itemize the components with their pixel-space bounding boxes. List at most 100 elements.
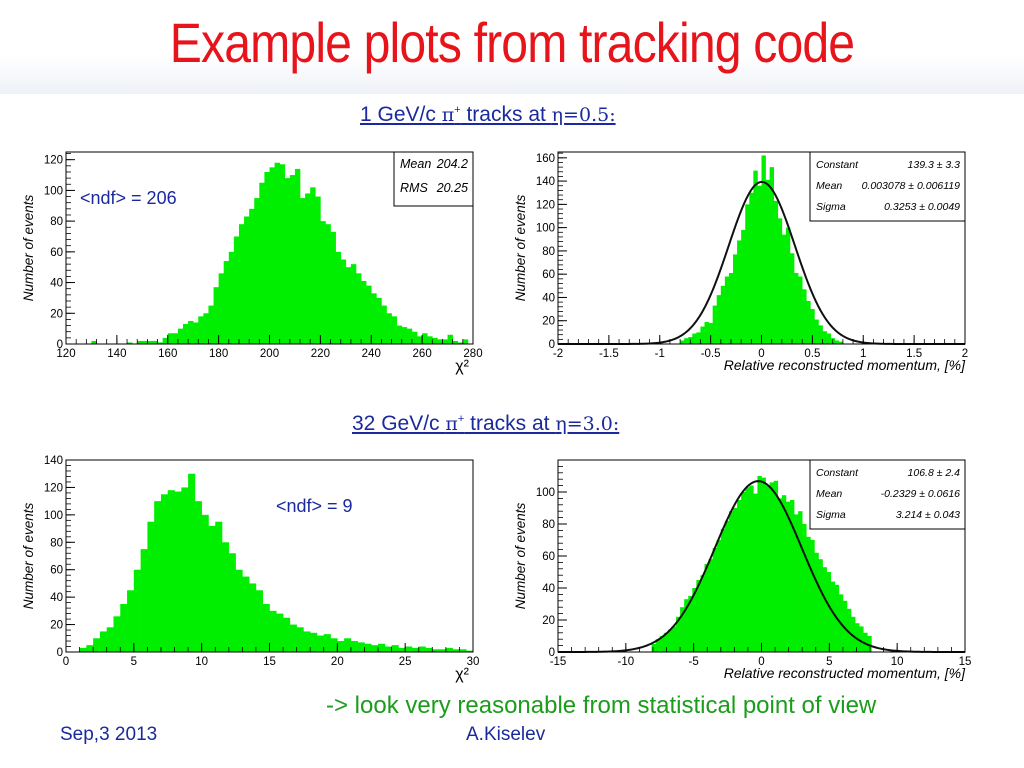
x-axis-label: Relative reconstructed momentum, [%]	[724, 665, 966, 681]
y-tick-label: 0	[549, 647, 555, 659]
histogram-bar	[188, 320, 194, 344]
y-tick-label: 60	[542, 269, 555, 281]
histogram-bar	[228, 251, 235, 344]
histogram-bar	[218, 273, 225, 344]
histogram-bar	[810, 309, 815, 344]
caption-top-eta: η=0.5:	[551, 104, 616, 126]
histogram-bar	[167, 333, 174, 344]
caption-top-mid: tracks at	[460, 103, 552, 126]
caption-bottom-eta: η=3.0:	[555, 413, 620, 435]
histogram-bar	[826, 572, 831, 652]
histogram-bar	[667, 629, 673, 652]
conclusion-text: -> look very reasonable from statistical…	[326, 692, 877, 719]
histogram-bar	[337, 641, 345, 652]
histogram-bar	[753, 170, 758, 344]
x-tick-label: 15	[263, 656, 276, 668]
histogram-bar	[181, 487, 189, 652]
histogram-bar	[244, 216, 250, 344]
y-tick-label: 40	[50, 592, 63, 604]
histogram-bar	[814, 319, 819, 344]
histogram-bar	[133, 569, 141, 652]
histogram-bar	[147, 521, 155, 652]
histogram-bar	[789, 253, 795, 344]
histogram-bar	[781, 495, 787, 652]
histogram-bar	[452, 340, 459, 344]
histogram-bar	[193, 322, 199, 344]
histogram-bar	[376, 297, 382, 344]
histogram-bar	[371, 645, 379, 652]
x-tick-label: -5	[689, 656, 699, 668]
x-axis-label: χ²	[455, 358, 469, 375]
histogram-bar	[249, 583, 257, 652]
caption-top-momentum: 1 GeV/c	[360, 103, 442, 126]
histogram-bar	[696, 332, 701, 344]
momentum-histogram-bottom: 0 20 40 60 80 100 -15 -10 -5 0 5 10 15 Number of even…	[513, 459, 971, 681]
y-tick-label: 60	[50, 565, 63, 577]
x-tick-label: -15	[550, 656, 567, 668]
histogram-bar	[855, 623, 860, 652]
stats-box	[393, 151, 474, 207]
histogram-bar	[406, 328, 413, 344]
y-tick-label: 120	[44, 155, 63, 167]
histogram-bar	[737, 500, 742, 652]
histogram-bar	[127, 342, 133, 344]
histogram-bar	[684, 338, 689, 344]
histogram-bar	[737, 240, 742, 344]
caption-top-charge: +	[454, 104, 461, 116]
histogram-bar	[223, 261, 230, 344]
histogram-bar	[323, 634, 331, 652]
histogram-bar	[262, 604, 270, 652]
histogram-bar	[696, 580, 701, 652]
histogram-bar	[201, 514, 209, 652]
x-tick-label: 30	[467, 656, 480, 668]
y-tick-label: 80	[542, 246, 555, 258]
histogram-bar	[863, 632, 868, 652]
y-tick-label: 100	[536, 223, 555, 235]
y-tick-label: 20	[50, 308, 63, 320]
x-tick-label: 5	[131, 656, 137, 668]
histogram-bar	[213, 287, 219, 344]
y-tick-label: 40	[542, 292, 555, 304]
histogram-bar	[386, 313, 392, 344]
histogram-bar	[773, 200, 779, 344]
x-tick-label: 0.5	[804, 348, 820, 360]
x-axis-label: χ²	[455, 666, 469, 683]
y-tick-label: 20	[50, 620, 63, 632]
histogram-bar	[822, 567, 827, 652]
histogram-bar	[99, 631, 107, 652]
histogram-bar	[425, 647, 433, 652]
histogram-bar	[757, 476, 762, 652]
histogram-bar	[289, 624, 297, 652]
y-tick-label: 100	[536, 487, 555, 499]
histogram-bar	[728, 511, 734, 652]
histogram-bar	[315, 196, 321, 344]
y-tick-label: 40	[542, 583, 555, 595]
histogram-bar	[183, 324, 189, 344]
histogram-bar	[305, 193, 311, 344]
histogram-bar	[140, 549, 148, 652]
histogram-bar	[378, 643, 386, 652]
histogram-bar	[437, 339, 443, 344]
histogram-bar	[381, 305, 387, 344]
stats-value: 20.25	[436, 181, 468, 195]
histogram-bar	[284, 178, 291, 344]
histogram-bar	[167, 490, 175, 652]
slide-title: Example plots from tracking code	[169, 11, 855, 74]
y-tick-label: 120	[536, 199, 555, 211]
histogram-bar	[704, 564, 709, 652]
histogram-bar	[753, 493, 758, 652]
histogram-bar	[249, 208, 255, 344]
histogram-bar	[357, 642, 365, 652]
histogram-bar	[310, 187, 316, 344]
stats-label: Mean	[400, 157, 431, 171]
histogram-bar	[818, 325, 823, 344]
histogram-bar	[417, 336, 423, 344]
histogram-bar	[680, 607, 685, 652]
histogram-bar	[120, 604, 128, 652]
y-axis-label: Number of events	[21, 502, 36, 609]
caption-bottom-momentum: 32 GeV/c	[352, 412, 446, 435]
histogram-bar	[350, 641, 358, 652]
histogram-bar	[411, 331, 418, 344]
histogram-bar	[806, 300, 811, 344]
histogram-bar	[741, 492, 746, 652]
